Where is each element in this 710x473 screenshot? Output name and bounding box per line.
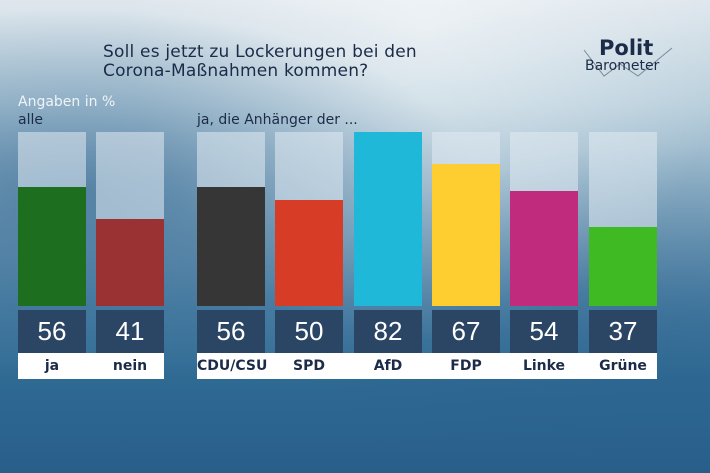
chart-title: Soll es jetzt zu Lockerungen bei den Cor… — [103, 43, 417, 81]
title-line-1: Soll es jetzt zu Lockerungen bei den — [103, 42, 417, 62]
bar-linke — [510, 191, 578, 306]
value-label-spd: 50 — [275, 310, 343, 353]
category-label-linke: Linke — [522, 358, 566, 374]
value-label-afd: 82 — [354, 310, 422, 353]
title-line-2: Corona-Maßnahmen kommen? — [103, 61, 369, 81]
category-label-fdp: FDP — [450, 358, 482, 374]
logo-polit: Polit — [599, 36, 654, 60]
value-label-linke: 54 — [510, 310, 578, 353]
checkmark-icon — [583, 47, 673, 77]
bar-afd — [354, 132, 422, 306]
bar-gr-ne — [589, 227, 657, 306]
bar-spd — [275, 199, 343, 306]
value-label-fdp: 67 — [432, 310, 500, 353]
logo-barometer: Barometer — [585, 58, 660, 74]
category-label-spd: SPD — [293, 358, 325, 374]
value-label-gr-ne: 37 — [589, 310, 657, 353]
bar-ja — [18, 187, 86, 306]
politbarometer-logo: Polit Barometer — [583, 36, 685, 84]
label-strip — [197, 353, 657, 379]
category-label-ja: ja — [44, 358, 60, 374]
group-label-all: alle — [18, 112, 43, 128]
bar-fdp — [432, 163, 500, 306]
unit-label: Angaben in % — [18, 94, 116, 110]
label-strip — [18, 353, 164, 379]
bar-nein — [96, 219, 164, 306]
value-label-nein: 41 — [96, 310, 164, 353]
category-label-afd: AfD — [373, 358, 403, 374]
category-label-cdu-csu: CDU/CSU — [197, 358, 268, 374]
category-label-gr-ne: Grüne — [599, 358, 647, 374]
value-label-cdu-csu: 56 — [197, 310, 265, 353]
bar-cdu-csu — [197, 187, 265, 306]
group-label-parties: ja, die Anhänger der ... — [197, 112, 358, 128]
category-label-nein: nein — [112, 358, 148, 374]
value-label-ja: 56 — [18, 310, 86, 353]
